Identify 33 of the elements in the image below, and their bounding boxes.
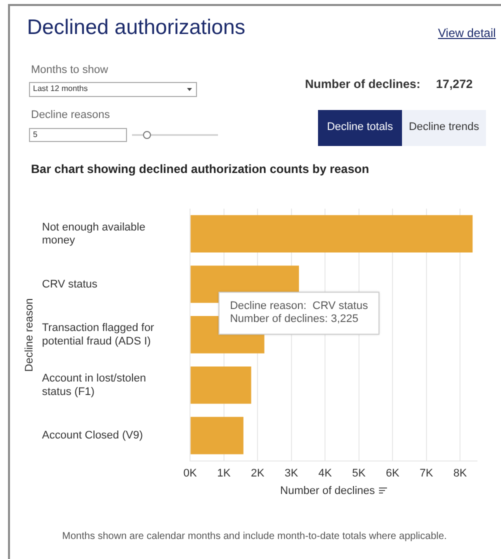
bar <box>190 416 244 454</box>
text: Last 12 months <box>33 84 88 93</box>
x-tick-label: 0K <box>183 467 198 480</box>
x-tick-label: 4K <box>318 467 332 480</box>
chart-title: Declined authorizations <box>27 16 246 40</box>
y-tick-label: Transaction flagged for potential fraud (ADS I) <box>42 322 154 348</box>
text: View detail <box>438 26 496 40</box>
text: Number of declines: <box>305 77 420 91</box>
x-tick-label: 1K <box>217 467 232 480</box>
x-tick-label: 8K <box>453 467 468 480</box>
text: Decline reasons <box>31 109 110 121</box>
bar <box>190 366 252 404</box>
text: Months to show <box>31 64 108 76</box>
annotation: Decline reason: CRV status <box>230 300 368 312</box>
x-tick-label: 6K <box>386 467 400 480</box>
annotation: Number of declines: 3,225 <box>230 312 358 325</box>
x-tick-label: 7K <box>420 467 434 480</box>
x-tick-label: 3K <box>284 467 299 480</box>
chart-subtitle: Bar chart showing declined authorization counts by reason <box>31 162 370 176</box>
y-tick-label: Account in lost/stolen status (F1) <box>42 372 146 398</box>
text: Decline trends <box>408 121 480 133</box>
text: 5 <box>33 130 38 139</box>
x-axis-title: Number of declines <box>280 484 375 497</box>
text: Decline totals <box>326 121 394 133</box>
x-tick-label: 2K <box>250 467 265 480</box>
text: Months shown are calendar months and include month-to-date totals where applicable. <box>61 531 448 542</box>
y-tick-label: Account Closed (V9) <box>42 430 143 442</box>
y-tick-label: Not enough available money <box>42 221 146 246</box>
y-tick-label: CRV status <box>42 278 98 290</box>
x-tick-label: 5K <box>352 467 366 480</box>
bar <box>190 215 473 252</box>
text: 17,272 <box>436 77 473 91</box>
y-axis-title: Decline reason <box>24 298 36 372</box>
